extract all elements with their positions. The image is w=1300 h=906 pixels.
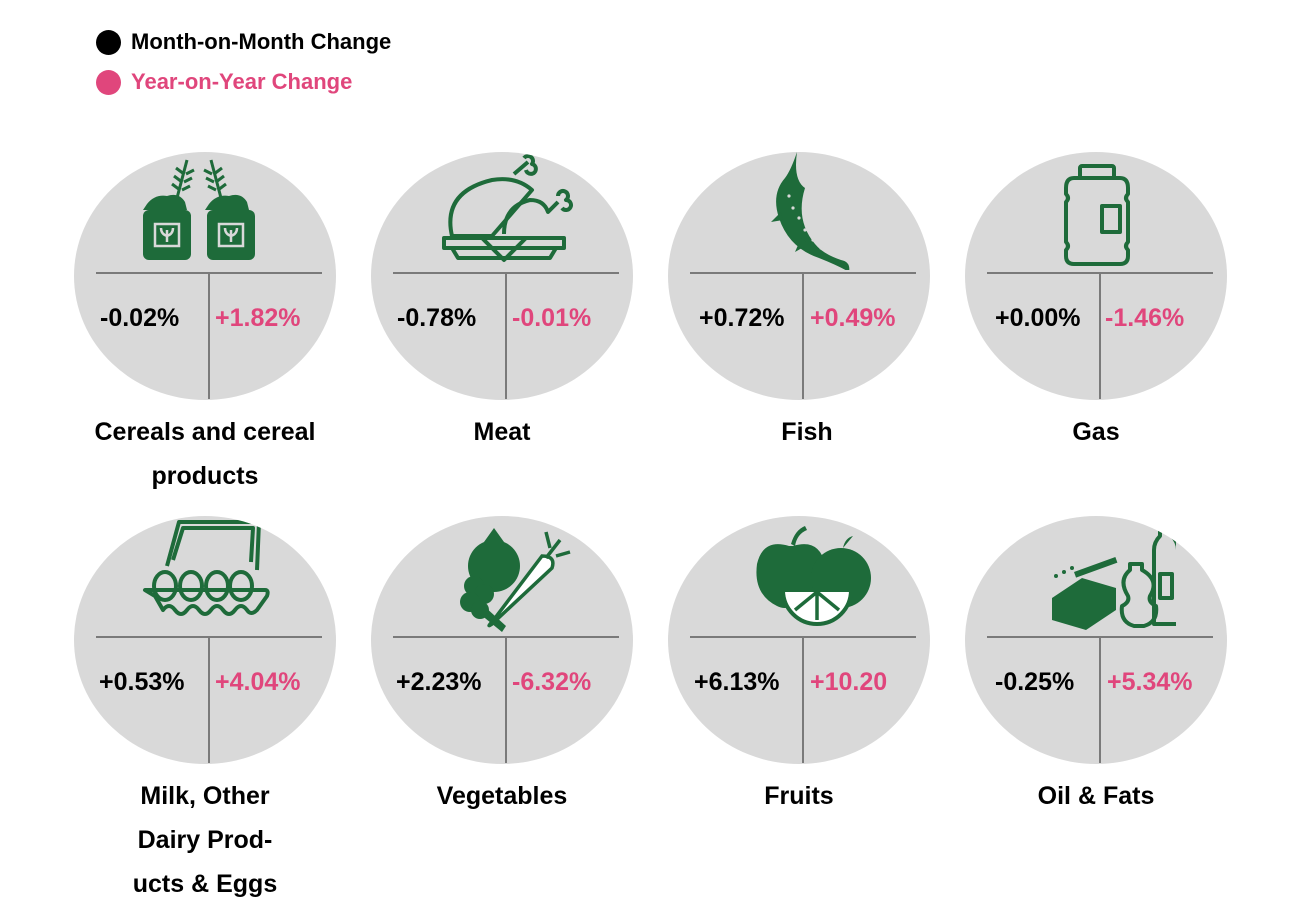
fruits-icon: [719, 516, 879, 634]
yoy-value: -1.46%: [1105, 304, 1185, 332]
divider-horizontal: [690, 272, 916, 274]
category-circle: +0.00% -1.46%: [965, 152, 1227, 400]
divider-vertical: [208, 273, 210, 399]
category-label: Fruits: [764, 782, 834, 810]
divider-horizontal: [987, 272, 1213, 274]
pink-dot-icon: [96, 69, 121, 95]
black-dot-icon: [96, 29, 121, 55]
divider-horizontal: [393, 272, 619, 274]
vegetables-icon: [422, 516, 582, 634]
category-label: Milk, Other Dairy Prod- ucts & Eggs: [132, 782, 278, 898]
category-circle: -0.25% +5.34%: [965, 516, 1227, 764]
egg-carton-icon: [125, 516, 285, 634]
category-circle: -0.78% -0.01%: [371, 152, 633, 400]
divider-horizontal: [96, 272, 322, 274]
mom-value: +0.72%: [699, 304, 785, 332]
divider-vertical: [802, 273, 804, 399]
mom-value: +2.23%: [396, 668, 482, 696]
mom-value: -0.02%: [100, 304, 180, 332]
yoy-value: +10.20: [810, 668, 888, 696]
yoy-value: +5.34%: [1107, 668, 1193, 696]
gas-cylinder-icon: [1016, 152, 1176, 270]
category-label: Gas: [1072, 418, 1120, 446]
cereal-sacks-icon: [125, 152, 285, 270]
divider-vertical: [1099, 637, 1101, 763]
yoy-value: -6.32%: [512, 668, 592, 696]
oil-fats-icon: [1016, 516, 1176, 634]
divider-vertical: [505, 637, 507, 763]
divider-horizontal: [690, 636, 916, 638]
category-label: Vegetables: [436, 782, 568, 810]
legend: Month-on-Month Change Year-on-Year Chang…: [96, 22, 391, 102]
category-circle: +6.13% +10.20: [668, 516, 930, 764]
yoy-value: +0.49%: [810, 304, 896, 332]
category-label: Cereals and cereal products: [94, 418, 316, 490]
category-circle: -0.02% +1.82%: [74, 152, 336, 400]
mom-value: +0.53%: [99, 668, 185, 696]
divider-vertical: [208, 637, 210, 763]
category-label: Oil & Fats: [1037, 782, 1155, 810]
category-circle: +0.53% +4.04%: [74, 516, 336, 764]
mom-value: +6.13%: [694, 668, 780, 696]
category-circle: +0.72% +0.49%: [668, 152, 930, 400]
roast-chicken-icon: [422, 152, 582, 270]
yoy-value: +1.82%: [215, 304, 301, 332]
legend-label-mom: Month-on-Month Change: [131, 29, 392, 54]
fish-icon: [719, 152, 879, 270]
yoy-value: +4.04%: [215, 668, 301, 696]
divider-horizontal: [96, 636, 322, 638]
mom-value: -0.78%: [397, 304, 477, 332]
yoy-value: -0.01%: [512, 304, 592, 332]
category-label: Fish: [781, 418, 833, 446]
category-circle: +2.23% -6.32%: [371, 516, 633, 764]
divider-horizontal: [987, 636, 1213, 638]
category-label: Meat: [473, 418, 531, 446]
legend-item-mom: Month-on-Month Change: [96, 22, 391, 62]
legend-item-yoy: Year-on-Year Change: [96, 62, 391, 102]
divider-horizontal: [393, 636, 619, 638]
legend-label-yoy: Year-on-Year Change: [131, 69, 353, 94]
divider-vertical: [505, 273, 507, 399]
mom-value: -0.25%: [995, 668, 1075, 696]
divider-vertical: [802, 637, 804, 763]
divider-vertical: [1099, 273, 1101, 399]
mom-value: +0.00%: [995, 304, 1081, 332]
